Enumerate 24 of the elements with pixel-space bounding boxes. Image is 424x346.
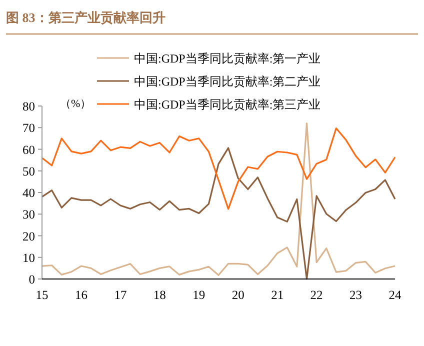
y-axis-title: （%） <box>60 98 92 110</box>
x-tick-label: 17 <box>114 288 127 302</box>
x-tick-label: 21 <box>271 288 284 302</box>
x-tick-label: 22 <box>310 288 323 302</box>
y-tick-label: 20 <box>22 229 35 244</box>
y-tick-label: 40 <box>22 186 35 200</box>
y-tick-label: 60 <box>22 142 35 157</box>
legend-label: 中国:GDP当季同比贡献率:第一产业 <box>134 52 321 66</box>
x-tick-label: 24 <box>388 288 402 302</box>
x-tick-label: 19 <box>192 288 206 302</box>
y-tick-label: 10 <box>22 250 35 265</box>
x-tick-label: 20 <box>232 288 244 302</box>
y-tick-label: 70 <box>22 121 35 136</box>
y-tick-label: 80 <box>22 100 35 114</box>
x-tick-label: 23 <box>350 288 362 302</box>
y-tick-label: 30 <box>22 208 35 222</box>
legend-label: 中国:GDP当季同比贡献率:第三产业 <box>134 98 321 112</box>
x-tick-label: 15 <box>36 288 48 302</box>
x-tick-label: 18 <box>153 288 166 302</box>
x-tick-label: 16 <box>74 288 88 302</box>
y-tick-label: 50 <box>22 164 35 178</box>
chart-title: 图 83：第三产业贡献率回升 <box>6 10 166 25</box>
y-tick-label: 0 <box>28 272 35 286</box>
legend-label: 中国:GDP当季同比贡献率:第二产业 <box>134 74 321 88</box>
